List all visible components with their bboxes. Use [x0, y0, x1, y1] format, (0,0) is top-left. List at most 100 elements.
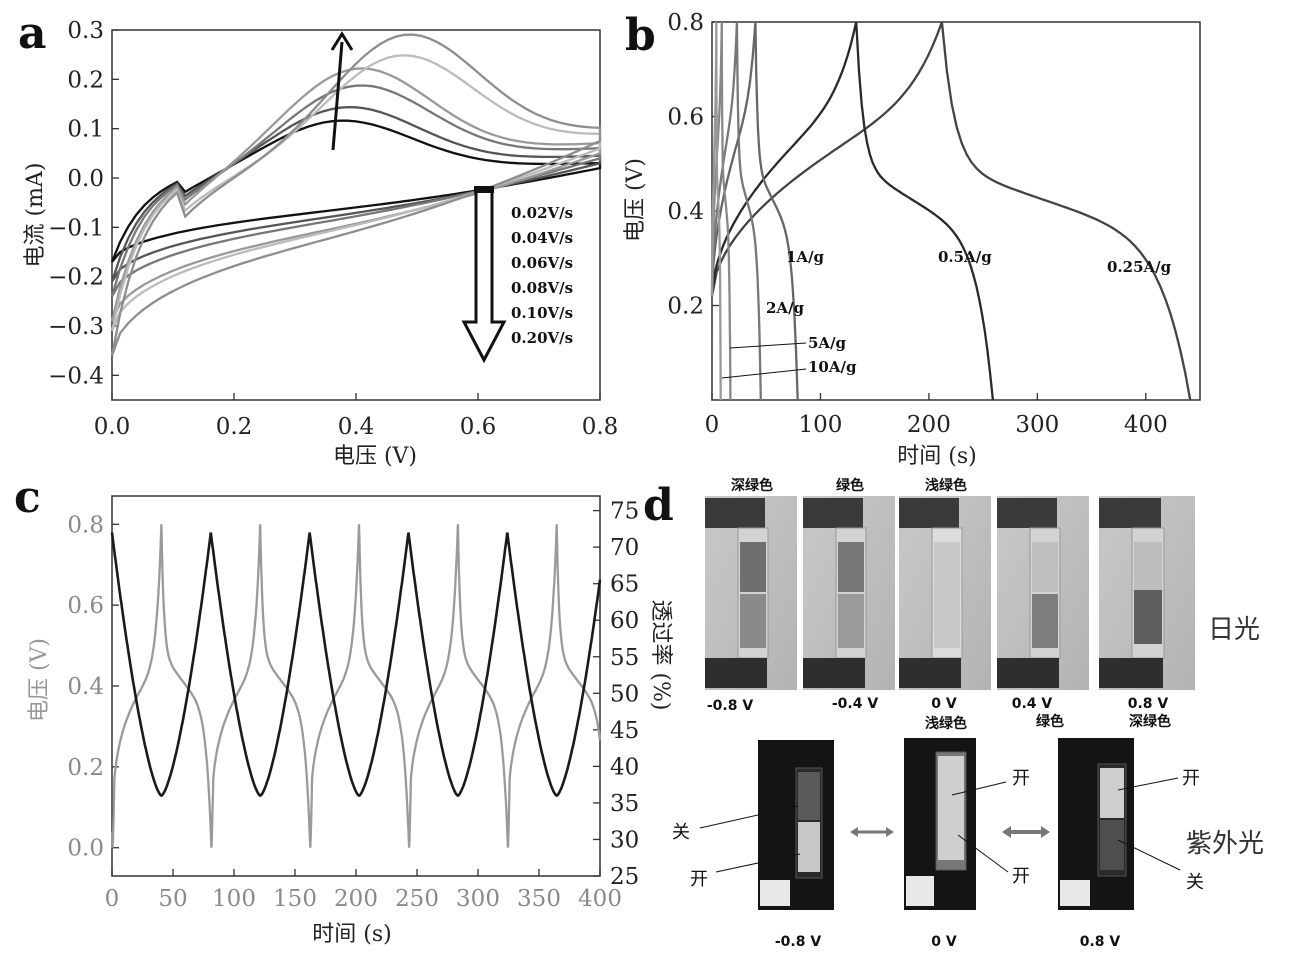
legend-a-4: 0.10V/s [511, 304, 573, 322]
c-xtick-label: 350 [517, 886, 561, 912]
top-caption-1: 绿色 [836, 477, 864, 494]
b-xtick-label: 200 [907, 412, 951, 438]
label-10ag: 10A/g [808, 358, 857, 376]
c-xtick-label: 250 [395, 886, 439, 912]
legend-a-5: 0.20V/s [511, 329, 573, 347]
a-ytick-label: −0.4 [48, 363, 104, 389]
on-label-4: 开 [1182, 768, 1200, 789]
legend-down-arrow [464, 190, 504, 360]
legend-a-0: 0.02V/s [511, 204, 573, 222]
top-voltage-3: 0.4 V [1012, 696, 1053, 712]
panel-a-ylabel: 电流 (mA) [23, 163, 48, 268]
bottom-voltage-1: 0 V [931, 934, 957, 950]
b-xtick-label: 400 [1124, 412, 1168, 438]
panel-a-label: a [18, 8, 47, 59]
legend-arrow-cap [474, 186, 494, 193]
c-ytick-label-right: 75 [610, 499, 639, 525]
off-label-1: 关 [672, 822, 690, 843]
on-label-2: 开 [1012, 768, 1030, 789]
top-caption-2: 浅绿色 [925, 477, 967, 494]
b-xtick-label: 0 [705, 412, 720, 438]
label-05ag: 0.5A/g [938, 248, 992, 266]
c-xtick-label: 150 [273, 886, 317, 912]
c-ytick-label-right: 45 [610, 718, 639, 744]
panel-b-xlabel: 时间 (s) [897, 444, 976, 469]
bottom-voltage-2: 0.8 V [1080, 934, 1121, 950]
scan-rate-arrow-line [333, 42, 342, 150]
a-xtick-label: 0.0 [94, 414, 131, 440]
top-voltage-0: -0.8 V [707, 698, 753, 714]
a-ytick-label: −0.2 [48, 265, 104, 291]
label-5ag: 5A/g [808, 334, 847, 352]
c-voltage-curve [112, 524, 600, 847]
leader-5ag [730, 343, 806, 348]
a-ytick-label: 0.2 [67, 67, 104, 93]
c-ytick-label-right: 25 [610, 864, 639, 890]
panel-b-frame [712, 22, 1200, 400]
label-2ag: 2A/g [766, 299, 805, 317]
double-arrow-2 [1002, 826, 1050, 838]
figure-canvas: a 0.00.20.40.60.80.30.20.10.0−0.1−0.2−0.… [0, 0, 1290, 964]
bottom-voltage-0: -0.8 V [775, 934, 821, 950]
off-label-2: 关 [1186, 872, 1204, 893]
daylight-label: 日光 [1208, 615, 1260, 645]
panel-c-ylabel-left: 电压 (V) [27, 638, 52, 722]
c-ytick-label-left: 0.0 [67, 836, 104, 862]
c-xtick-label: 50 [158, 886, 187, 912]
top-voltage-4: 0.8 V [1128, 696, 1169, 712]
panel-c-curves [112, 524, 600, 847]
daylight-photo-2 [803, 496, 895, 690]
a-xtick-label: 0.6 [460, 414, 497, 440]
panel-a-xlabel: 电压 (V) [333, 444, 417, 469]
uv-photo-1 [758, 740, 834, 910]
legend-a-2: 0.06V/s [511, 254, 573, 272]
c-ytick-label-right: 60 [610, 608, 639, 634]
c-ytick-label-right: 70 [610, 535, 639, 561]
c-ytick-label-right: 65 [610, 572, 639, 598]
on-label-1: 开 [690, 869, 708, 890]
mid-caption-1: 绿色 [1036, 713, 1064, 730]
a-ytick-label: 0.1 [67, 117, 104, 143]
a-xtick-label: 0.8 [582, 414, 619, 440]
top-caption-0: 深绿色 [731, 477, 773, 494]
uv-photo-3 [1058, 738, 1134, 910]
c-ytick-label-left: 0.8 [67, 512, 104, 538]
b-xtick-label: 100 [798, 412, 842, 438]
c-ytick-label-right: 40 [610, 754, 639, 780]
b-gcd-curve-1A/g [712, 22, 798, 400]
panel-c-xlabel: 时间 (s) [312, 922, 391, 947]
label-1ag: 1A/g [786, 248, 825, 266]
panel-c: c 0501001502002503003504000.80.60.40.20.… [14, 472, 673, 947]
a-xtick-label: 0.2 [216, 414, 253, 440]
panel-c-label: c [14, 472, 41, 523]
top-voltage-1: -0.4 V [832, 696, 878, 712]
a-ytick-label: −0.3 [48, 314, 104, 340]
c-ytick-label-left: 0.2 [67, 755, 104, 781]
c-ytick-label-left: 0.4 [67, 674, 104, 700]
a-xtick-label: 0.4 [338, 414, 375, 440]
uv-photo-2 [904, 738, 976, 910]
panel-c-ticks: 0501001502002503003504000.80.60.40.20.07… [67, 499, 639, 912]
a-ytick-label: 0.0 [67, 166, 104, 192]
c-ytick-label-right: 35 [610, 791, 639, 817]
c-ytick-label-right: 30 [610, 827, 639, 853]
b-xtick-label: 300 [1015, 412, 1059, 438]
top-voltage-2: 0 V [931, 696, 957, 712]
daylight-photo-3 [899, 496, 991, 690]
legend-a-1: 0.04V/s [511, 229, 573, 247]
panel-b: b 01002003004000.80.60.40.2 1A/g 0.5A/g … [623, 10, 1200, 469]
panel-d-label: d [643, 480, 674, 531]
b-gcd-curve-0.5A/g [712, 22, 993, 400]
c-xtick-label: 300 [456, 886, 500, 912]
legend-a-3: 0.08V/s [511, 279, 573, 297]
daylight-photo-1 [705, 496, 797, 690]
panel-d: d 深绿色 绿色 浅绿色 [643, 477, 1264, 950]
double-arrow-1 [850, 827, 894, 837]
panel-b-label: b [625, 10, 656, 61]
c-xtick-label: 0 [105, 886, 120, 912]
mid-caption-2: 深绿色 [1129, 713, 1171, 730]
panel-a: a 0.00.20.40.60.80.30.20.10.0−0.1−0.2−0.… [18, 8, 618, 469]
a-ytick-label: −0.1 [48, 215, 104, 241]
uv-label: 紫外光 [1186, 829, 1264, 859]
c-ytick-label-left: 0.6 [67, 593, 104, 619]
